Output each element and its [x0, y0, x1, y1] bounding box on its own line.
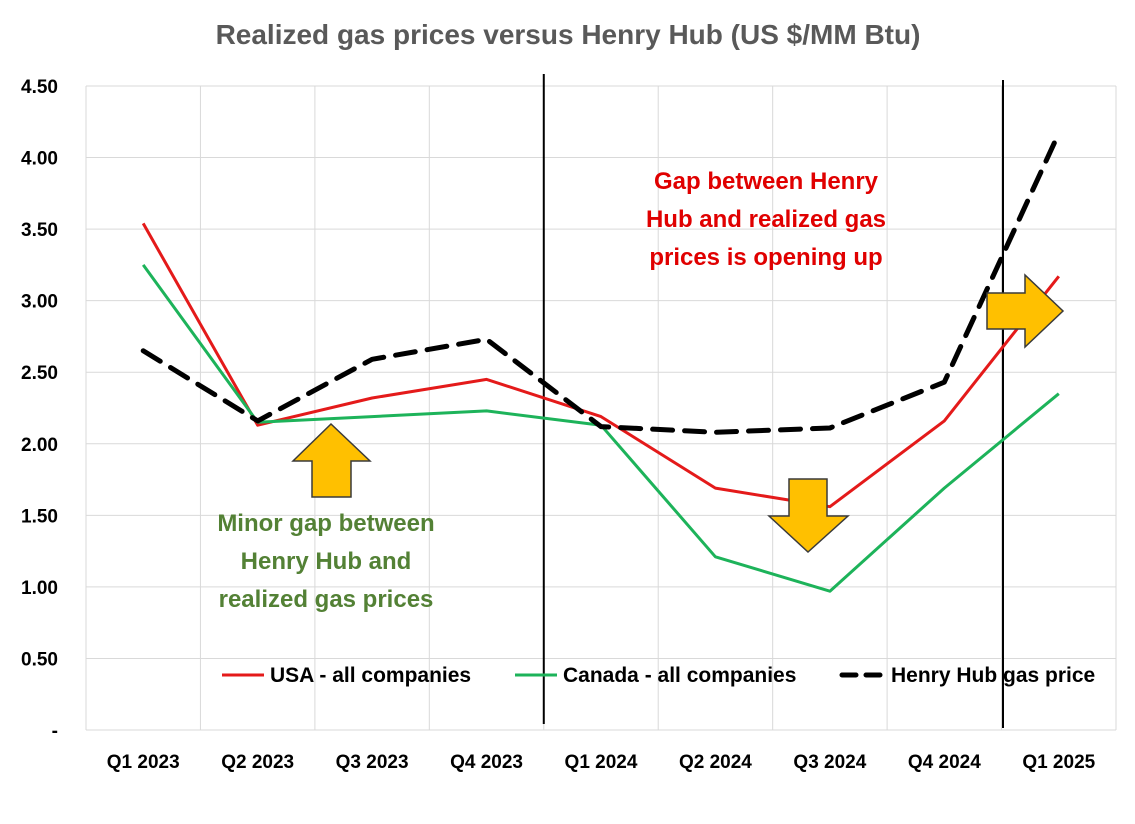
annotations: Gap between Henry Hub and realized gas pri… [217, 168, 886, 613]
x-axis-ticks: Q1 2023 Q2 2023 Q3 2023 Q4 2023 Q1 2024 Q2 20… [107, 752, 1096, 773]
annotation-red-line: Gap between Henry [654, 168, 879, 195]
annotation-green-line: Minor gap between [217, 510, 434, 537]
y-tick-label: 1.50 [21, 506, 58, 527]
down-arrow-icon [767, 478, 850, 554]
y-tick-label: 4.00 [21, 149, 58, 170]
x-tick-label: Q3 2023 [336, 752, 409, 773]
x-tick-label: Q1 2023 [107, 752, 180, 773]
x-tick-label: Q2 2023 [221, 752, 294, 773]
grid-layer [85, 85, 1117, 731]
series-layer [140, 130, 1062, 593]
y-tick-label: 4.50 [21, 77, 58, 98]
x-tick-label: Q1 2025 [1022, 752, 1095, 773]
x-tick-label: Q4 2023 [450, 752, 523, 773]
x-tick-label: Q2 2024 [679, 752, 752, 773]
y-tick-label: - [52, 721, 58, 742]
y-tick-label: 3.50 [21, 220, 58, 241]
annotation-green-line: realized gas prices [219, 586, 434, 613]
arrow-layer [291, 273, 1065, 554]
x-tick-label: Q1 2024 [565, 752, 638, 773]
x-tick-label: Q4 2024 [908, 752, 981, 773]
annotation-green-line: Henry Hub and [241, 548, 412, 575]
legend-label: Canada - all companies [563, 664, 796, 687]
y-axis-ticks: - 0.50 1.00 1.50 2.00 2.50 3.00 3.50 4.00 4.50 [21, 77, 58, 742]
right-arrow-icon [986, 273, 1065, 349]
x-tick-label: Q3 2024 [793, 752, 866, 773]
y-tick-label: 2.00 [21, 435, 58, 456]
series-line [141, 222, 1060, 509]
series-line [140, 130, 1062, 435]
up-arrow-icon [291, 422, 372, 498]
annotation-red-line: prices is opening up [649, 244, 882, 271]
legend-label: Henry Hub gas price [891, 664, 1095, 687]
y-tick-label: 2.50 [21, 363, 58, 384]
chart-title: Realized gas prices versus Henry Hub (US… [216, 19, 921, 50]
y-tick-label: 3.00 [21, 292, 58, 313]
y-tick-label: 0.50 [21, 649, 58, 670]
y-tick-label: 1.00 [21, 578, 58, 599]
legend-label: USA - all companies [270, 664, 471, 687]
annotation-red-line: Hub and realized gas [646, 206, 886, 233]
legend: USA - all companies Canada - all companie… [222, 664, 1095, 687]
